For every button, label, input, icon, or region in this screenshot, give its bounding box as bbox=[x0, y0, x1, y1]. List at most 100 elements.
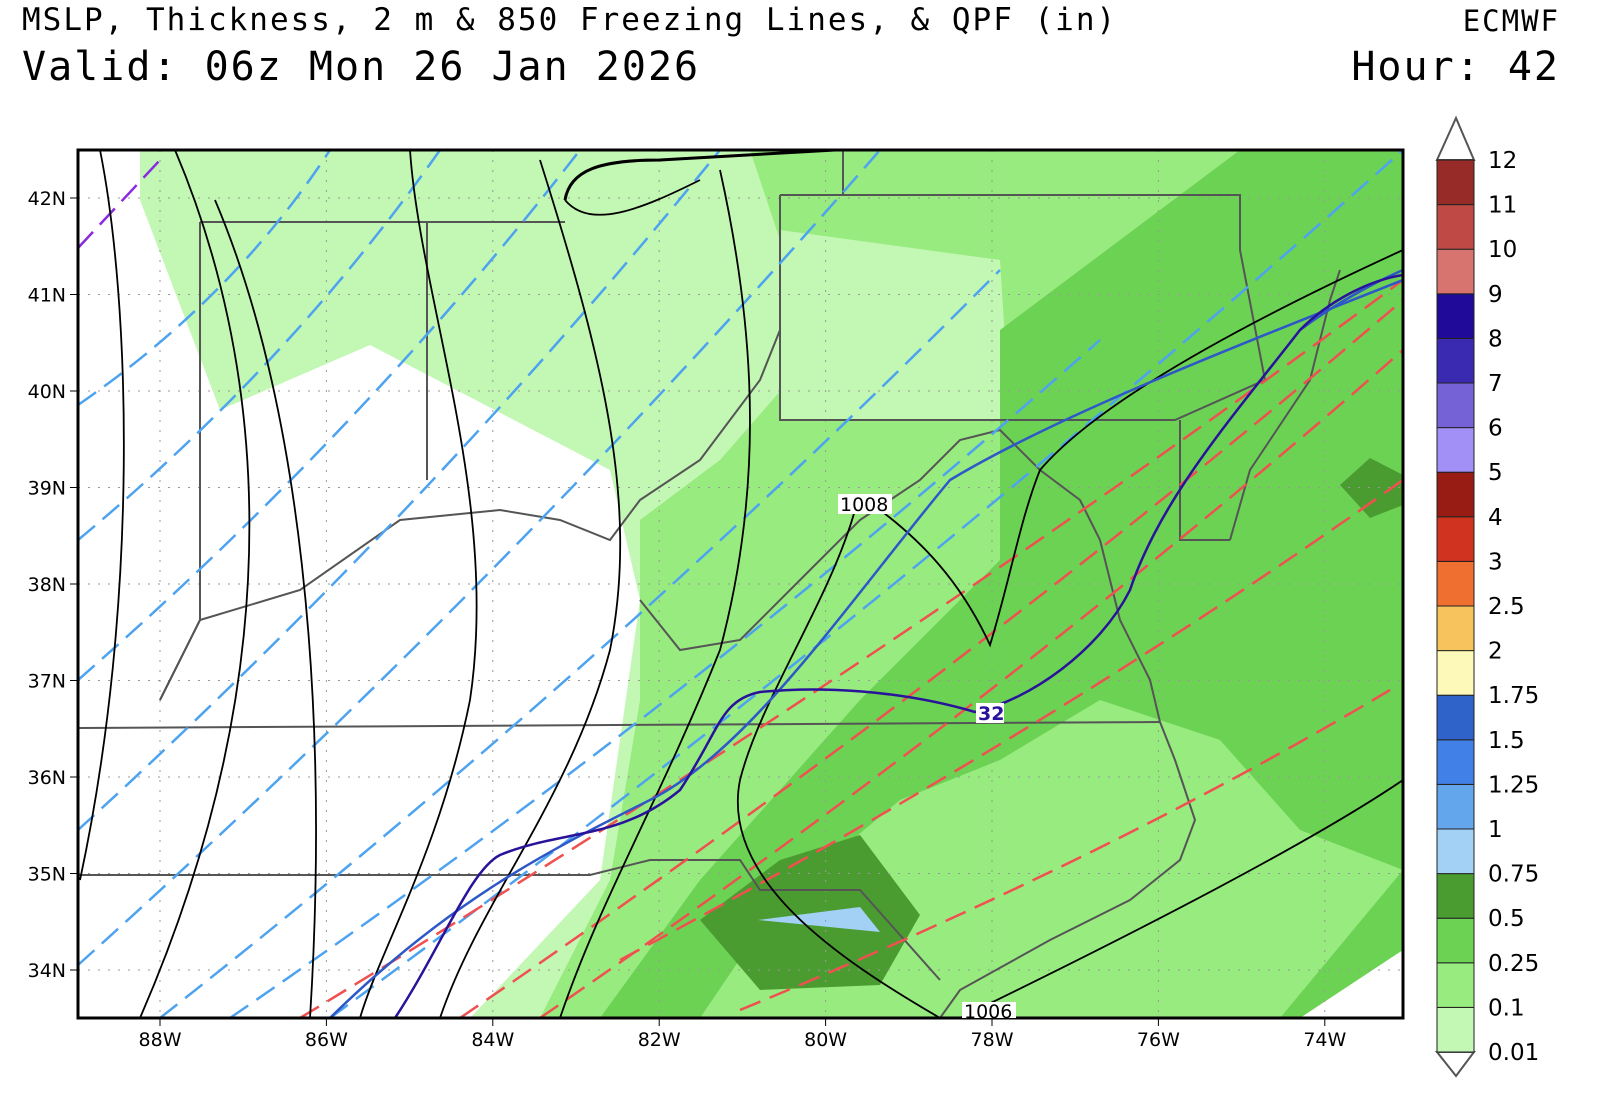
thickness-line bbox=[539, 349, 1403, 1018]
colorbar-swatch bbox=[1436, 962, 1475, 1008]
thickness-line bbox=[229, 339, 1101, 1018]
lon-label: 76W bbox=[1137, 1029, 1180, 1051]
colorbar-label: 1.5 bbox=[1488, 728, 1525, 754]
qpf-area-heavy bbox=[600, 150, 1403, 1018]
colorbar-label: 0.01 bbox=[1488, 1040, 1539, 1066]
colorbar-swatch bbox=[1436, 1006, 1475, 1053]
qpf-shading bbox=[78, 150, 1403, 1018]
colorbar-label: 11 bbox=[1488, 193, 1517, 219]
freezing-line-850 bbox=[329, 278, 1403, 1018]
qpf-area-dark-east bbox=[1340, 458, 1403, 518]
thickness-line bbox=[78, 150, 332, 407]
lat-label: 36N bbox=[28, 767, 66, 789]
colorbar-label: 2.5 bbox=[1488, 594, 1525, 620]
thickness-line bbox=[78, 150, 581, 681]
thickness-line bbox=[78, 150, 721, 831]
colorbar-swatch bbox=[1436, 694, 1475, 741]
colorbar-swatch bbox=[1436, 650, 1475, 696]
lon-label: 74W bbox=[1303, 1029, 1346, 1051]
colorbar-label: 6 bbox=[1488, 416, 1503, 442]
thickness-lines-warm bbox=[299, 278, 1403, 1018]
colorbar-swatch bbox=[1436, 873, 1475, 919]
qpf-area-light-inner bbox=[780, 230, 1010, 420]
colorbar-swatch bbox=[1436, 917, 1475, 964]
colorbar-label: 9 bbox=[1488, 282, 1503, 308]
lon-label: 86W bbox=[305, 1029, 348, 1051]
colorbar-label: 2 bbox=[1488, 639, 1503, 665]
colorbar-label: 3 bbox=[1488, 549, 1503, 575]
lat-label: 41N bbox=[28, 285, 66, 307]
isobar-label-1006: 1006 bbox=[964, 1001, 1012, 1023]
lon-label: 80W bbox=[804, 1029, 847, 1051]
thickness-line bbox=[459, 299, 1403, 1018]
colorbar-label: 1.25 bbox=[1488, 772, 1539, 798]
colorbar-label: 1.75 bbox=[1488, 683, 1539, 709]
lat-label: 38N bbox=[28, 574, 66, 596]
lat-label: 37N bbox=[28, 671, 66, 693]
colorbar-swatch bbox=[1436, 427, 1475, 473]
qpf-area-light-east bbox=[1215, 880, 1265, 955]
lat-label: 35N bbox=[28, 864, 66, 886]
colorbar-swatch bbox=[1436, 293, 1475, 339]
map-title: MSLP, Thickness, 2 m & 850 Freezing Line… bbox=[22, 2, 1118, 38]
lon-label: 88W bbox=[139, 1029, 182, 1051]
colorbar-label: 1 bbox=[1488, 817, 1503, 843]
thickness-lines-cold bbox=[78, 150, 1403, 1018]
freezing-line-850-b bbox=[1299, 268, 1403, 332]
colorbar-swatch bbox=[1436, 739, 1475, 785]
colorbar-label: 0.1 bbox=[1488, 995, 1525, 1021]
forecast-hour: Hour: 42 bbox=[1351, 44, 1560, 90]
thickness-line bbox=[739, 688, 1391, 1012]
colorbar-swatch bbox=[1436, 382, 1475, 429]
thickness-line bbox=[159, 269, 1001, 1018]
colorbar-swatch bbox=[1436, 337, 1475, 384]
colorbar-max-arrow bbox=[1435, 115, 1476, 161]
isobar-label-1008: 1008 bbox=[840, 494, 888, 516]
colorbar-swatch bbox=[1436, 605, 1475, 652]
colorbar-swatch bbox=[1436, 159, 1475, 206]
thickness-line bbox=[619, 478, 1403, 962]
contour-labels: 1008 1006 32 bbox=[838, 494, 1016, 1023]
colorbar-label: 0.75 bbox=[1488, 862, 1539, 888]
lon-label: 84W bbox=[471, 1029, 514, 1051]
freezing-line-2m bbox=[393, 273, 1403, 1018]
colorbar-swatch bbox=[1436, 560, 1475, 607]
thickness-line bbox=[78, 150, 881, 966]
latitude-labels: 42N 41N 40N 39N 38N 37N 36N 35N 34N bbox=[28, 188, 78, 982]
colorbar-swatch bbox=[1436, 828, 1475, 875]
colorbar-label: 10 bbox=[1488, 237, 1517, 263]
lat-label: 40N bbox=[28, 381, 66, 403]
colorbar-swatch bbox=[1436, 471, 1475, 518]
qpf-area-white-east bbox=[1300, 950, 1403, 1018]
colorbar-label: 7 bbox=[1488, 371, 1503, 397]
colorbar-label: 5 bbox=[1488, 460, 1503, 486]
colorbar-label: 8 bbox=[1488, 326, 1503, 352]
qpf-colorbar: 0.01 0.1 0.25 0.5 0.75 1 1.25 1.5 1.75 2 2.5 3 4 5 6 7 8… bbox=[1434, 115, 1539, 1078]
qpf-area-blue bbox=[758, 907, 880, 932]
isobars bbox=[79, 150, 1403, 1018]
colorbar-label: 0.25 bbox=[1488, 951, 1539, 977]
state-borders bbox=[78, 150, 1341, 1018]
thickness-line-purple bbox=[78, 159, 161, 249]
lat-label: 34N bbox=[28, 960, 66, 982]
colorbar-swatch bbox=[1436, 248, 1475, 295]
freezing-label-32: 32 bbox=[978, 703, 1004, 725]
model-name: ECMWF bbox=[1462, 4, 1560, 38]
colorbar-label: 0.5 bbox=[1488, 906, 1525, 932]
qpf-area-dark bbox=[700, 835, 920, 990]
thickness-line bbox=[78, 150, 442, 541]
lon-label: 78W bbox=[971, 1029, 1014, 1051]
lon-label: 82W bbox=[638, 1029, 681, 1051]
colorbar-label: 4 bbox=[1488, 505, 1503, 531]
lat-label: 39N bbox=[28, 478, 66, 500]
colorbar-swatch bbox=[1436, 783, 1475, 830]
thickness-line bbox=[299, 278, 1403, 1018]
valid-time: Valid: 06z Mon 26 Jan 2026 bbox=[22, 44, 701, 90]
longitude-labels: 88W 86W 84W 82W 80W 78W 76W 74W bbox=[139, 1018, 1346, 1051]
lat-label: 42N bbox=[28, 188, 66, 210]
colorbar-min-arrow bbox=[1434, 1051, 1476, 1078]
colorbar-swatch bbox=[1436, 204, 1475, 250]
colorbar-swatch bbox=[1436, 516, 1475, 562]
colorbar-label: 12 bbox=[1488, 148, 1517, 174]
